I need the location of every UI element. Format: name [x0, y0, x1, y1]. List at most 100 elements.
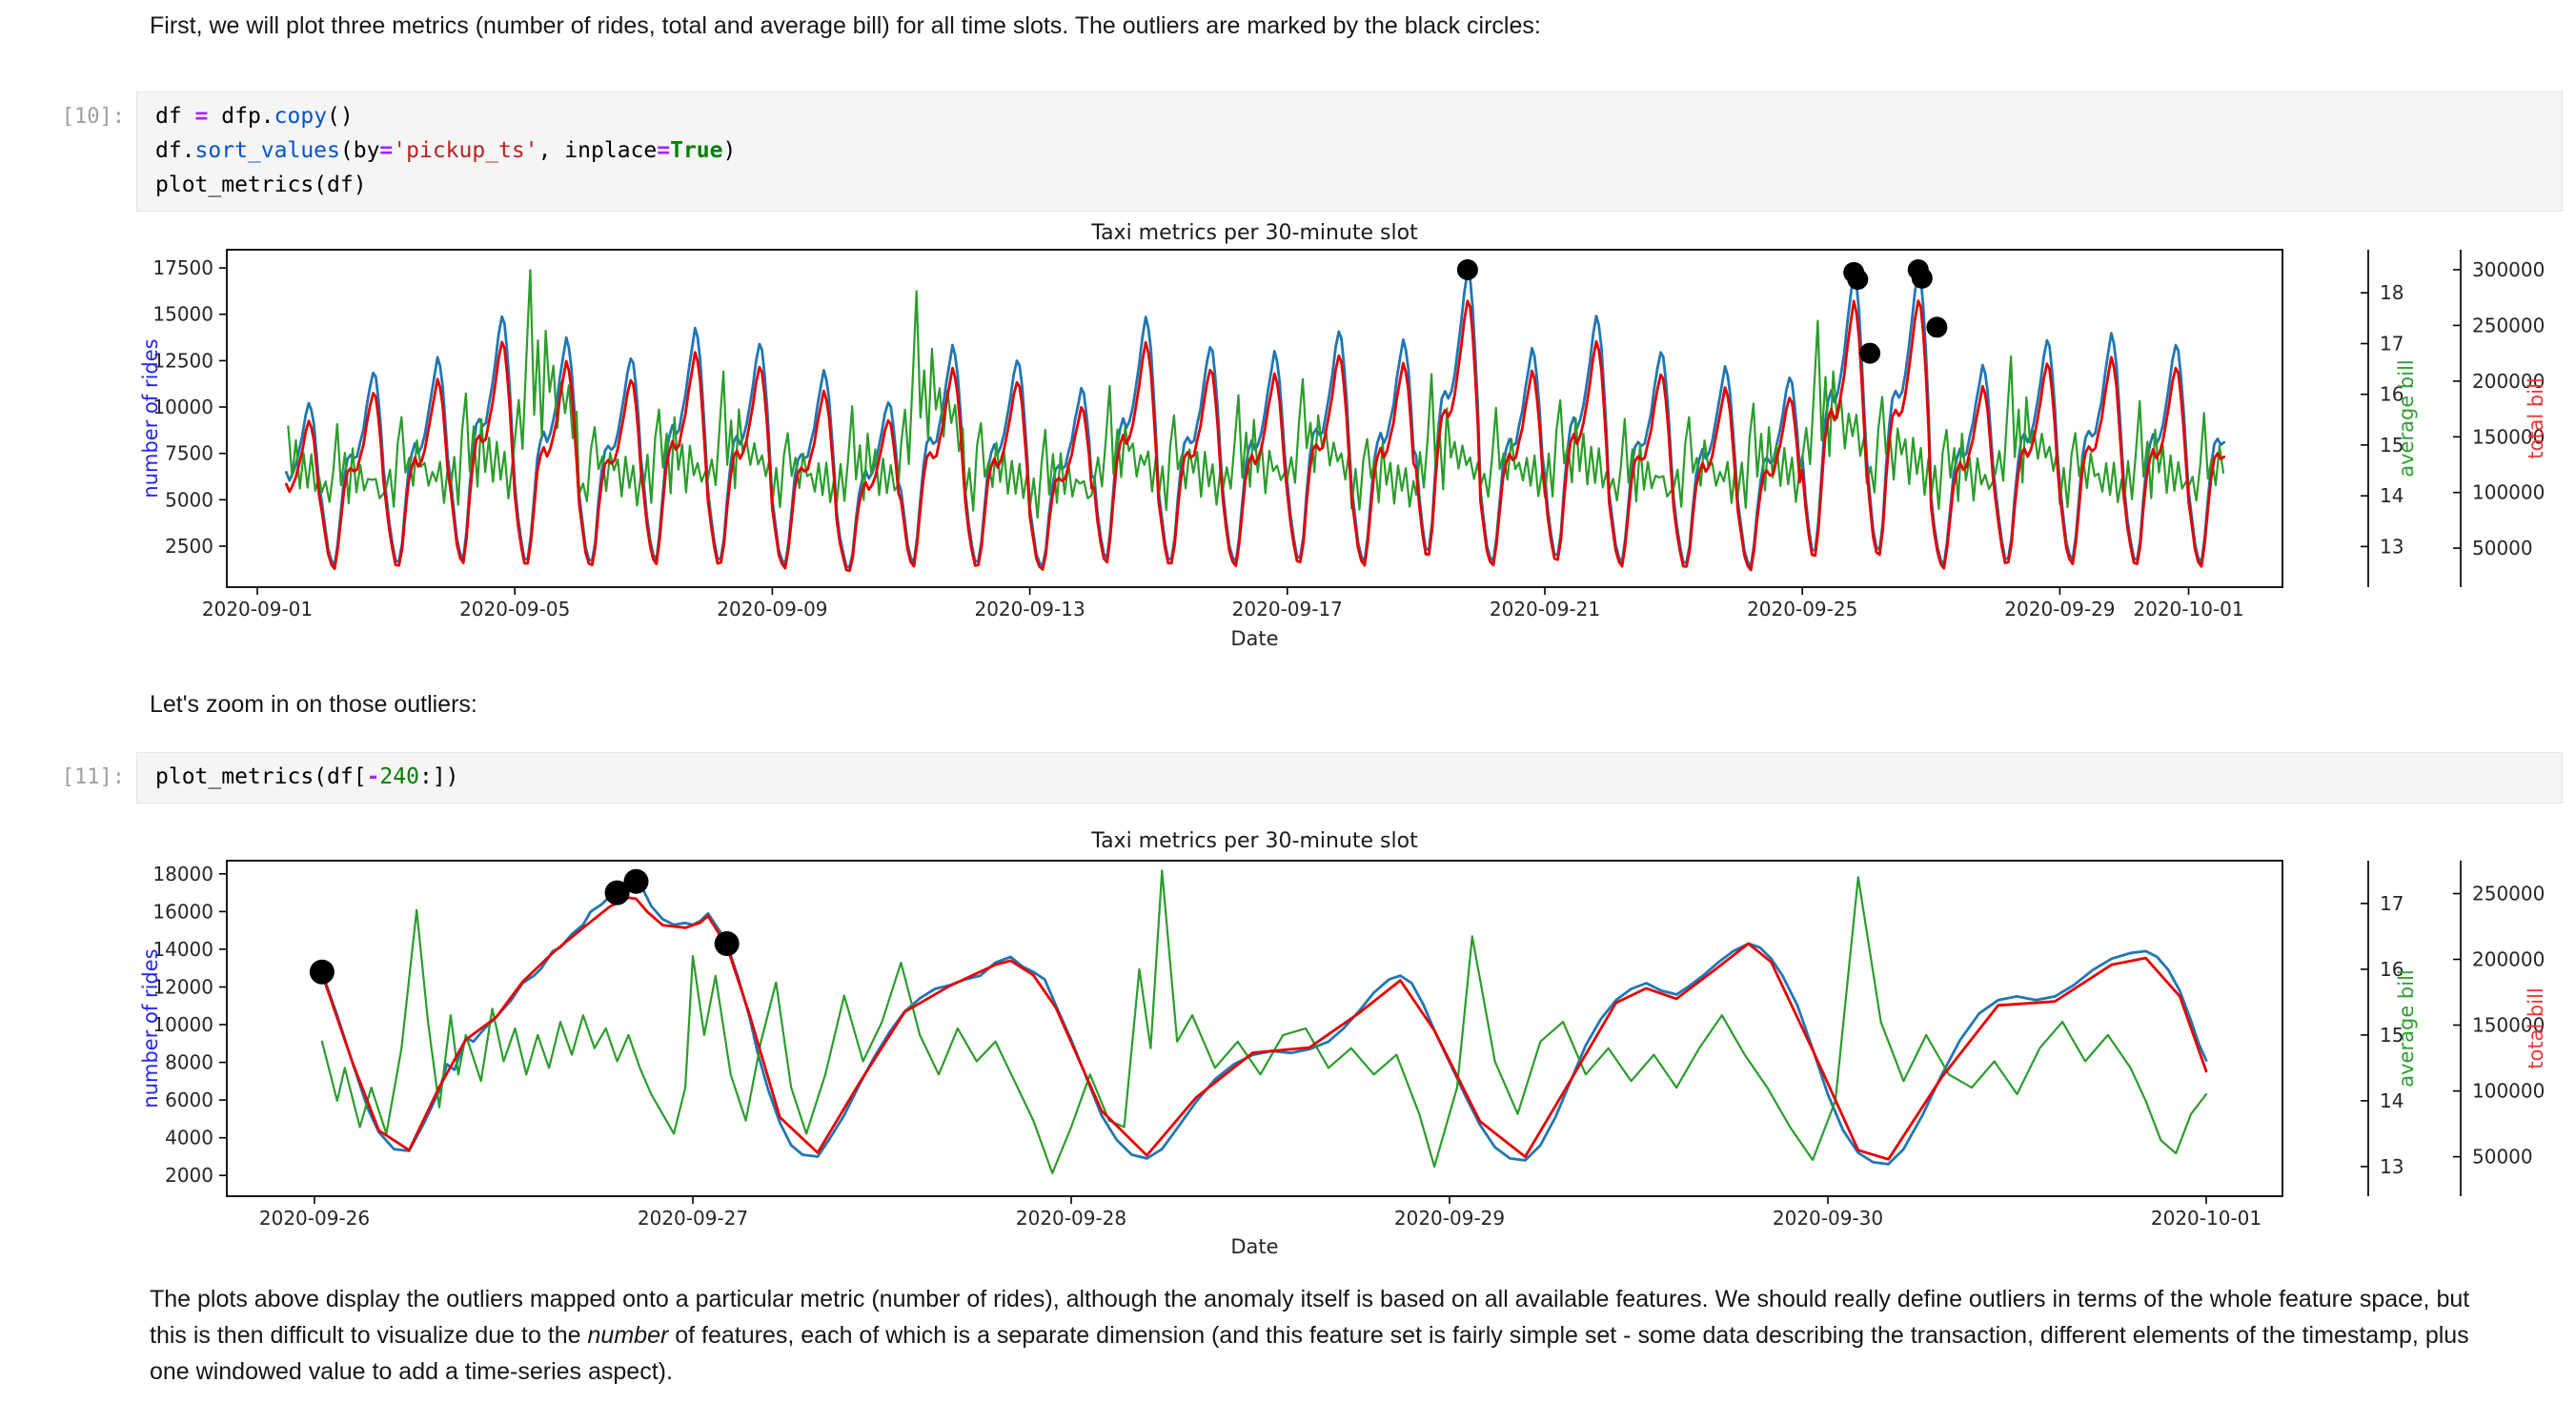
- total-bill-tick-label: 100000: [2472, 1080, 2545, 1103]
- rides-tick-label: 12000: [152, 976, 213, 999]
- figure-output-1: Taxi metrics per 30-minute slot 2020-09-0…: [0, 214, 2576, 667]
- rides-axis-label: number of rides: [139, 338, 162, 498]
- x-tick-label: 2020-09-17: [1232, 598, 1343, 620]
- total-bill-tick-label: 200000: [2472, 370, 2545, 393]
- outlier-marker: [1911, 267, 1933, 289]
- rides-tick-label: 10000: [152, 1013, 213, 1036]
- code-editor[interactable]: df = dfp.copy() df.sort_values(by='pickup…: [136, 92, 2563, 212]
- plot-frame: [226, 860, 2283, 1197]
- rides-tick-label: 15000: [152, 303, 213, 326]
- total-bill-axis-label: total bill: [2525, 987, 2547, 1069]
- code-line[interactable]: df = dfp.copy(): [155, 104, 354, 129]
- conclusion-part1: The plots above display the outliers map…: [150, 1286, 2470, 1349]
- plot-frame: [226, 249, 2283, 588]
- rides-tick-label: 5000: [165, 488, 213, 511]
- avg-bill-tick-label: 14: [2380, 1089, 2404, 1112]
- x-tick-label: 2020-09-09: [717, 598, 827, 620]
- rides-tick-label: 6000: [165, 1088, 213, 1111]
- conclusion-italic: number: [587, 1322, 669, 1349]
- markdown-conclusion-text: The plots above display the outliers map…: [150, 1281, 2485, 1390]
- x-axis-label: Date: [1230, 627, 1278, 650]
- avg-bill-tick-label: 13: [2380, 535, 2404, 558]
- series-line-average-bill: [320, 869, 2208, 1174]
- rides-tick-label: 16000: [152, 900, 213, 923]
- outlier-marker: [714, 931, 740, 956]
- rides-tick-label: 18000: [152, 863, 213, 885]
- rides-tick-label: 7500: [165, 442, 213, 465]
- rides-tick-label: 17500: [152, 256, 213, 279]
- avg-bill-tick-label: 17: [2380, 333, 2404, 356]
- series-line-total-bill: [320, 896, 2208, 1161]
- metrics-chart-zoomed: Taxi metrics per 30-minute slot 2020-09-2…: [139, 829, 2547, 1258]
- avg-bill-tick-label: 16: [2380, 958, 2404, 981]
- x-tick-label: 2020-09-05: [459, 598, 570, 620]
- x-tick-label: 2020-10-01: [2133, 598, 2243, 620]
- rides-tick-label: 4000: [165, 1127, 213, 1149]
- avg-bill-tick-label: 15: [2380, 1024, 2404, 1047]
- avg-bill-tick-label: 16: [2380, 383, 2404, 406]
- outlier-marker: [1456, 259, 1478, 280]
- figure-output-2: Taxi metrics per 30-minute slot 2020-09-2…: [0, 813, 2576, 1271]
- outlier-marker: [1859, 342, 1881, 364]
- series-line-number-of-rides: [320, 880, 2208, 1166]
- total-bill-tick-label: 50000: [2472, 1146, 2533, 1169]
- avg-bill-tick-label: 15: [2380, 434, 2404, 457]
- x-tick-label: 2020-09-13: [974, 598, 1085, 620]
- total-bill-tick-label: 150000: [2472, 425, 2545, 448]
- total-bill-tick-label: 50000: [2472, 537, 2533, 559]
- avg-bill-tick-label: 14: [2380, 484, 2404, 507]
- outlier-marker: [1926, 316, 1948, 338]
- x-tick-label: 2020-09-21: [1490, 598, 1600, 620]
- rides-tick-label: 2000: [165, 1164, 213, 1187]
- x-axis-label: Date: [1230, 1235, 1278, 1258]
- cell-prompt: [10]:: [61, 105, 125, 129]
- total-bill-tick-label: 150000: [2472, 1014, 2545, 1037]
- avg-bill-tick-label: 18: [2380, 281, 2404, 304]
- total-bill-tick-label: 300000: [2472, 258, 2545, 281]
- x-tick-label: 2020-09-26: [259, 1207, 370, 1230]
- code-line[interactable]: df.sort_values(by='pickup_ts', inplace=T…: [155, 138, 737, 163]
- rides-tick-label: 12500: [152, 349, 213, 372]
- markdown-intro-text: First, we will plot three metrics (numbe…: [150, 12, 1541, 39]
- outlier-marker: [309, 959, 335, 985]
- rides-tick-label: 2500: [165, 535, 213, 558]
- markdown-zoom-text: Let's zoom in on those outliers:: [150, 691, 477, 718]
- series-line-average-bill: [287, 269, 2225, 519]
- x-tick-label: 2020-09-25: [1747, 598, 1857, 620]
- x-tick-label: 2020-09-28: [1016, 1207, 1126, 1230]
- conclusion-part2: of features, each of which is a separate…: [150, 1322, 2469, 1385]
- outlier-marker: [1847, 269, 1869, 291]
- total-bill-axis-label: total bill: [2525, 377, 2547, 459]
- total-bill-tick-label: 250000: [2472, 314, 2545, 336]
- total-bill-tick-label: 100000: [2472, 481, 2545, 504]
- avg-bill-tick-label: 17: [2380, 892, 2404, 915]
- x-tick-label: 2020-09-30: [1773, 1207, 1883, 1230]
- chart-title: Taxi metrics per 30-minute slot: [1090, 221, 1418, 245]
- total-bill-tick-label: 200000: [2472, 948, 2545, 971]
- x-tick-label: 2020-09-29: [1394, 1207, 1505, 1230]
- code-cell-10: [10]: df = dfp.copy() df.sort_values(by='…: [0, 92, 2576, 212]
- x-tick-label: 2020-10-01: [2151, 1207, 2262, 1230]
- chart-title: Taxi metrics per 30-minute slot: [1090, 829, 1418, 853]
- avg-bill-tick-label: 13: [2380, 1155, 2404, 1178]
- metrics-chart-full-range: Taxi metrics per 30-minute slot 2020-09-0…: [139, 221, 2547, 650]
- series-line-total-bill: [284, 299, 2226, 573]
- code-editor[interactable]: plot_metrics(df[-240:]): [136, 752, 2563, 804]
- code-cell-11: [11]: plot_metrics(df[-240:]): [0, 752, 2576, 804]
- code-line[interactable]: plot_metrics(df[-240:]): [155, 764, 459, 789]
- rides-tick-label: 14000: [152, 938, 213, 961]
- cell-prompt: [11]:: [61, 765, 125, 789]
- outlier-marker: [604, 880, 630, 905]
- x-tick-label: 2020-09-27: [638, 1207, 748, 1230]
- x-tick-label: 2020-09-01: [202, 598, 313, 620]
- avg-bill-axis-label: average bill: [2395, 969, 2418, 1087]
- rides-tick-label: 10000: [152, 396, 213, 418]
- outlier-marker: [623, 868, 649, 894]
- rides-axis-label: number of rides: [139, 948, 162, 1108]
- code-line[interactable]: plot_metrics(df): [155, 173, 367, 197]
- rides-tick-label: 8000: [165, 1051, 213, 1074]
- avg-bill-axis-label: average bill: [2395, 359, 2418, 477]
- x-tick-label: 2020-09-29: [2004, 598, 2115, 620]
- total-bill-tick-label: 250000: [2472, 883, 2545, 905]
